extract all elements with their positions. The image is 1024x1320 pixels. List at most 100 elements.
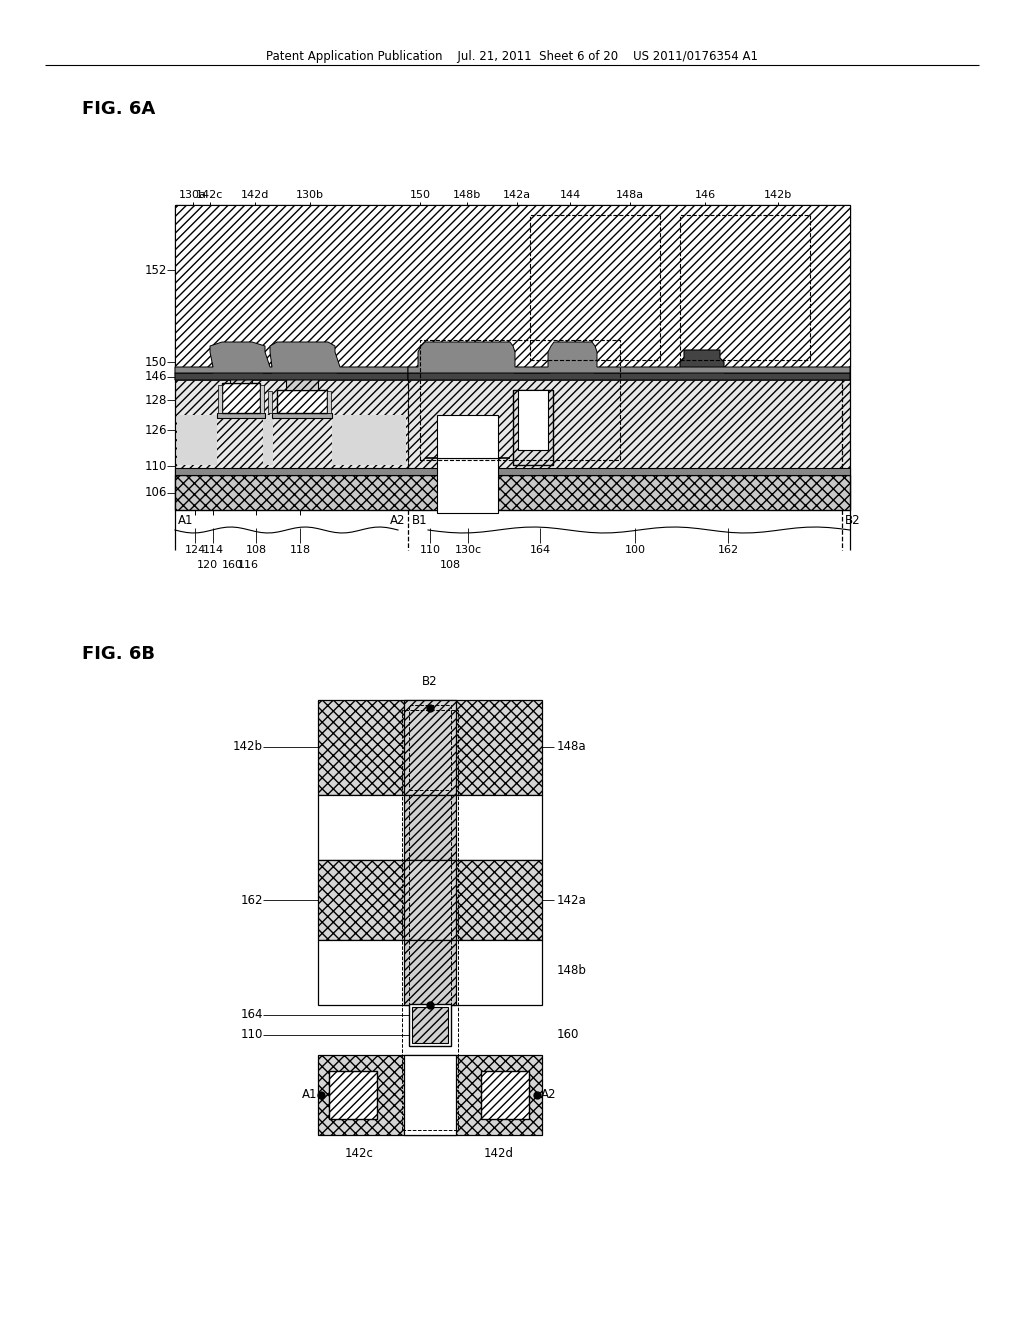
- Text: 150: 150: [144, 355, 167, 368]
- Bar: [217, 413, 265, 418]
- Bar: [318, 940, 542, 1005]
- Bar: [404, 700, 456, 795]
- Text: 164: 164: [241, 1008, 263, 1022]
- Text: Patent Application Publication    Jul. 21, 2011  Sheet 6 of 20    US 2011/017635: Patent Application Publication Jul. 21, …: [266, 50, 758, 63]
- Text: A2: A2: [389, 513, 406, 527]
- Text: 124: 124: [184, 545, 206, 554]
- Text: 114: 114: [203, 545, 223, 554]
- Bar: [177, 414, 217, 465]
- Text: 146: 146: [694, 190, 716, 201]
- Text: 110: 110: [420, 545, 440, 554]
- Text: 164: 164: [529, 545, 551, 554]
- Text: 148a: 148a: [557, 741, 587, 754]
- Polygon shape: [175, 342, 408, 374]
- Bar: [327, 391, 331, 413]
- Bar: [260, 385, 264, 413]
- Text: 150: 150: [410, 190, 430, 201]
- Text: 142a: 142a: [557, 894, 587, 907]
- Text: 130b: 130b: [296, 190, 324, 201]
- Text: FIG. 6B: FIG. 6B: [82, 645, 155, 663]
- Text: B1: B1: [435, 1008, 451, 1020]
- Bar: [318, 1055, 542, 1135]
- Bar: [420, 341, 620, 459]
- Bar: [175, 380, 408, 469]
- Text: 106: 106: [144, 487, 167, 499]
- Text: 142a: 142a: [503, 190, 531, 201]
- Bar: [437, 458, 498, 513]
- Text: 142c: 142c: [344, 1147, 374, 1160]
- Bar: [402, 710, 458, 1130]
- Bar: [408, 380, 850, 469]
- Bar: [409, 795, 451, 861]
- Text: 142d: 142d: [484, 1147, 514, 1160]
- Bar: [318, 795, 542, 861]
- Bar: [329, 1071, 377, 1119]
- Text: 160: 160: [557, 1028, 580, 1041]
- Text: B2: B2: [845, 513, 860, 527]
- Bar: [272, 413, 332, 418]
- Text: 126: 126: [144, 424, 167, 437]
- Text: 130a: 130a: [179, 190, 207, 201]
- Text: 108: 108: [246, 545, 266, 554]
- Bar: [409, 1005, 451, 1045]
- Text: 148b: 148b: [453, 190, 481, 201]
- Polygon shape: [408, 342, 850, 374]
- Text: FIG. 6A: FIG. 6A: [82, 100, 156, 117]
- Text: B1: B1: [412, 513, 428, 527]
- Polygon shape: [408, 345, 850, 380]
- Text: 142b: 142b: [764, 190, 793, 201]
- Text: 162: 162: [718, 545, 738, 554]
- Bar: [513, 389, 553, 465]
- Text: A2: A2: [541, 1089, 556, 1101]
- Text: 148a: 148a: [616, 190, 644, 201]
- Bar: [404, 940, 456, 1005]
- Text: 108: 108: [439, 560, 461, 570]
- Bar: [530, 215, 660, 360]
- Text: 146: 146: [144, 371, 167, 384]
- Polygon shape: [175, 355, 408, 380]
- Text: 142d: 142d: [241, 190, 269, 201]
- Text: A1: A1: [178, 513, 194, 527]
- Text: 160: 160: [221, 560, 243, 570]
- Bar: [332, 414, 406, 465]
- Bar: [318, 861, 542, 940]
- Bar: [175, 475, 850, 510]
- Text: 100: 100: [625, 545, 645, 554]
- Text: 120: 120: [197, 560, 217, 570]
- Text: 142c: 142c: [197, 190, 223, 201]
- Bar: [175, 205, 850, 367]
- Text: 130c: 130c: [455, 545, 481, 554]
- Text: 128: 128: [144, 393, 167, 407]
- Bar: [318, 700, 542, 795]
- Text: 152: 152: [144, 264, 167, 276]
- Bar: [437, 414, 498, 458]
- Bar: [222, 383, 260, 413]
- Bar: [518, 389, 548, 450]
- Text: B2: B2: [422, 675, 438, 688]
- Bar: [230, 355, 252, 383]
- Text: 110: 110: [241, 1028, 263, 1041]
- Bar: [481, 1071, 529, 1119]
- Bar: [404, 861, 456, 940]
- Bar: [409, 861, 451, 940]
- Bar: [404, 1055, 456, 1135]
- Text: A1: A1: [301, 1089, 317, 1101]
- Text: 142b: 142b: [233, 741, 263, 754]
- Bar: [409, 940, 451, 1005]
- Bar: [268, 391, 272, 413]
- Bar: [680, 215, 810, 360]
- Text: 162: 162: [241, 894, 263, 907]
- Text: 144: 144: [559, 190, 581, 201]
- Text: 118: 118: [290, 545, 310, 554]
- Bar: [286, 362, 318, 389]
- Bar: [404, 795, 456, 861]
- Bar: [409, 705, 451, 789]
- Bar: [263, 414, 273, 465]
- Bar: [175, 469, 850, 475]
- Text: 110: 110: [144, 459, 167, 473]
- Text: 148b: 148b: [557, 964, 587, 977]
- Bar: [412, 1007, 449, 1043]
- Text: 116: 116: [238, 560, 258, 570]
- Bar: [278, 389, 327, 413]
- Bar: [218, 385, 222, 413]
